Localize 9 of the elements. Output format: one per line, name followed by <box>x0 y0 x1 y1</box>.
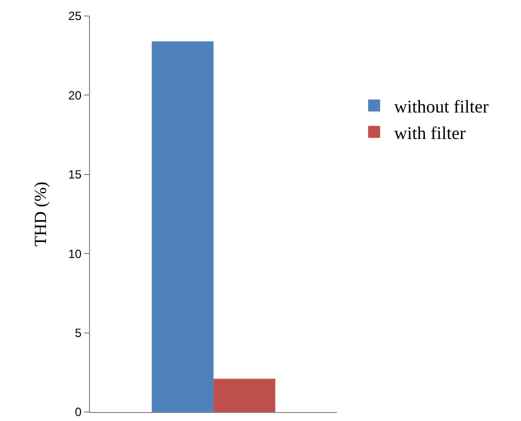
legend-label: with filter <box>394 122 466 143</box>
y-tick-label: 10 <box>68 246 82 261</box>
y-tick-label: 15 <box>68 168 82 182</box>
y-tick-label: 20 <box>68 88 82 102</box>
y-tick-label: 5 <box>74 326 82 340</box>
y-axis-title: THD (%) <box>31 182 50 246</box>
y-tick-label: 0 <box>74 405 82 420</box>
legend-label: without filter <box>394 96 489 116</box>
y-tick-label: 25 <box>68 9 82 24</box>
